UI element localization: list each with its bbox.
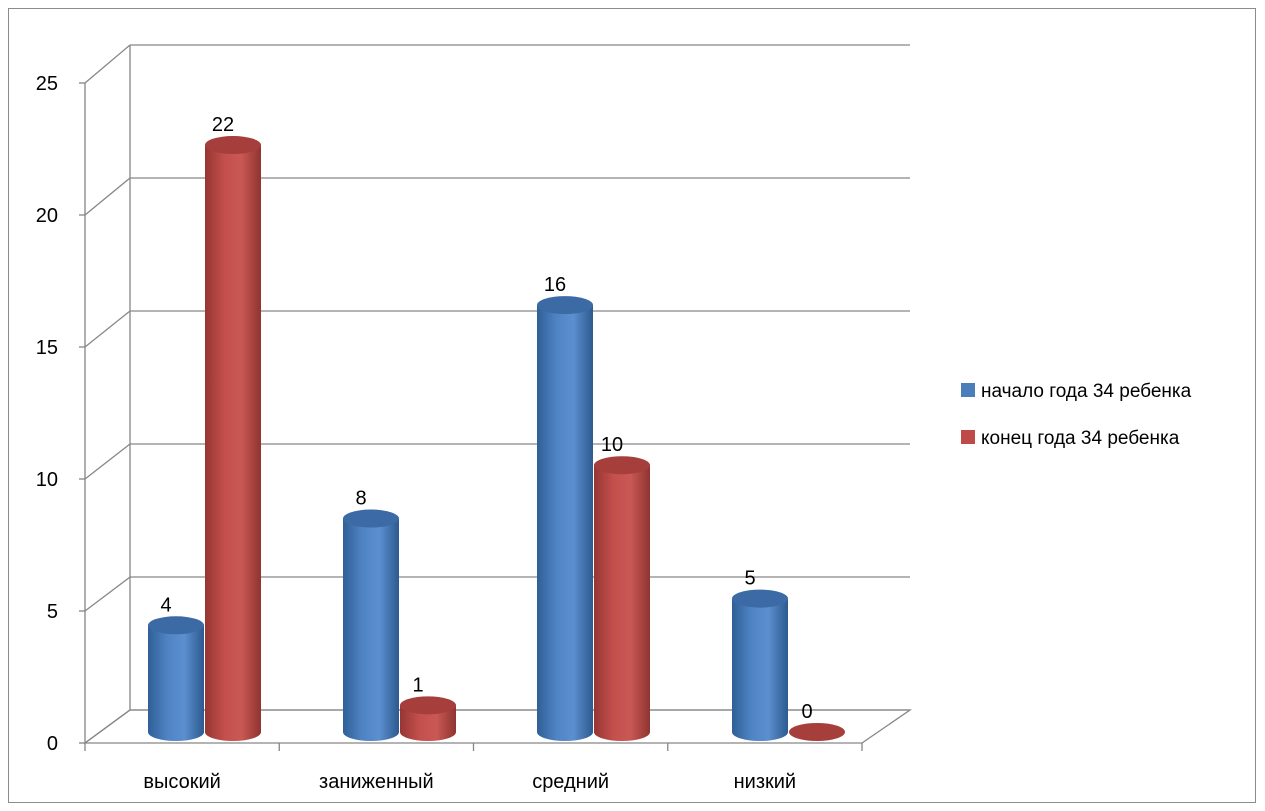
- side-gridline: [84, 443, 131, 480]
- bar-body: [732, 598, 788, 741]
- legend-item: конец года 34 ребенка: [961, 428, 1180, 449]
- bar-top: [148, 616, 204, 635]
- bar: [594, 456, 650, 741]
- y-tick-label: 15: [36, 337, 58, 359]
- y-tick-label: 5: [47, 601, 58, 623]
- y-tick-label: 25: [36, 73, 58, 95]
- bar-top: [343, 509, 399, 528]
- legend-item: начало года 34 ребенка: [961, 381, 1192, 402]
- side-gridline: [84, 576, 131, 612]
- x-tick-label: средний: [532, 771, 609, 793]
- legend-label: конец года 34 ребенка: [981, 428, 1180, 449]
- data-label: 0: [801, 701, 812, 723]
- data-label: 10: [601, 434, 623, 456]
- data-label: 8: [355, 488, 366, 510]
- side-gridline: [84, 310, 131, 348]
- data-label: 4: [160, 594, 171, 616]
- bar: [148, 616, 204, 741]
- y-tick-label: 10: [36, 469, 58, 491]
- bar-body: [343, 518, 399, 741]
- bar-body: [400, 705, 456, 741]
- bar-body: [148, 625, 204, 741]
- data-label: 1: [412, 674, 423, 696]
- x-axis-floor: [83, 709, 913, 744]
- bar-top: [594, 456, 650, 475]
- bar-body: [205, 145, 261, 742]
- side-gridline: [84, 177, 131, 216]
- data-label: 22: [212, 114, 234, 136]
- x-tick-label: заниженный: [319, 771, 434, 793]
- legend-label: начало года 34 ребенка: [981, 381, 1192, 402]
- legend-swatch: [961, 383, 975, 397]
- bar-body: [594, 465, 650, 741]
- data-label: 5: [744, 568, 755, 590]
- data-label: 16: [544, 274, 566, 296]
- bar-top: [732, 589, 788, 608]
- legend-swatch: [961, 430, 975, 444]
- bar-top: [400, 696, 456, 715]
- bar: [400, 696, 456, 741]
- y-tick-label: 20: [36, 205, 58, 227]
- y-tick-label: 0: [47, 733, 58, 755]
- bar: [732, 589, 788, 741]
- bar-top: [205, 136, 261, 155]
- bar-body: [537, 305, 593, 741]
- bar: [537, 296, 593, 741]
- bar: [343, 509, 399, 741]
- bar-top: [537, 296, 593, 315]
- x-tick-label: высокий: [143, 771, 220, 793]
- bar: [205, 136, 261, 742]
- side-gridline: [84, 44, 131, 84]
- bar-top: [789, 723, 845, 741]
- chart-frame: [8, 8, 1256, 803]
- x-tick-label: низкий: [734, 771, 796, 793]
- bar: [789, 723, 845, 741]
